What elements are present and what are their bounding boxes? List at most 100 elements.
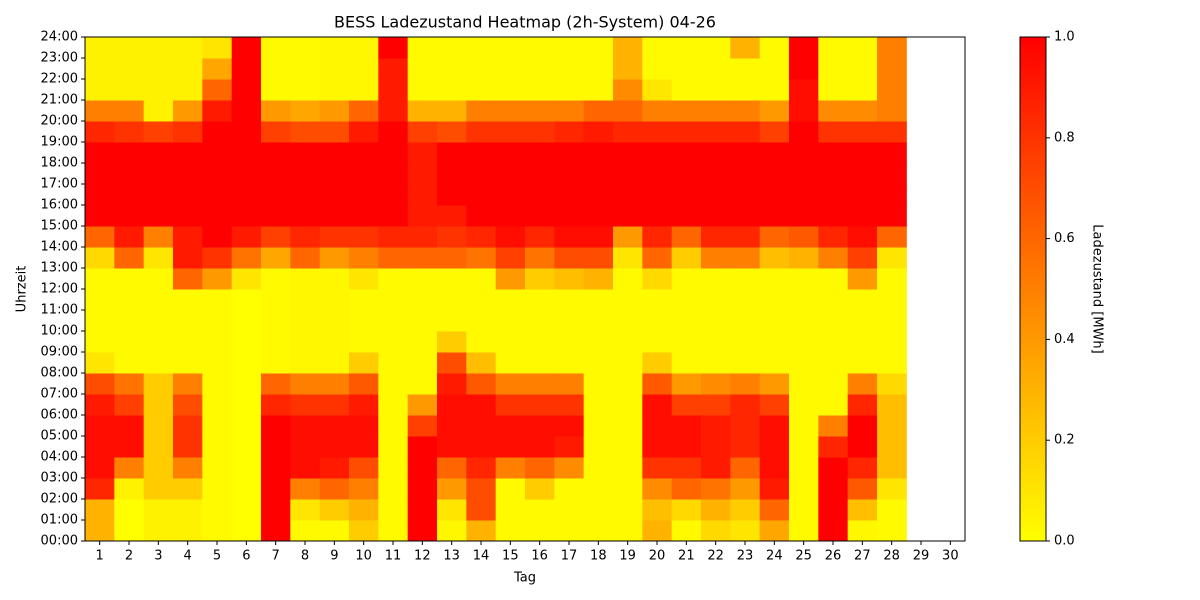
heatmap-cell: [407, 478, 438, 500]
heatmap-cell: [407, 58, 438, 80]
heatmap-cell: [349, 373, 379, 395]
heatmap-cell: [290, 37, 321, 59]
heatmap-cell: [173, 436, 203, 458]
heatmap-cell: [378, 163, 409, 185]
heatmap-cell: [789, 457, 819, 479]
heatmap-cell: [319, 247, 350, 269]
heatmap-cell: [789, 310, 819, 332]
heatmap-cell: [202, 289, 233, 311]
heatmap-cell: [671, 289, 702, 311]
x-tick-label: 23: [737, 549, 754, 564]
heatmap-cell: [319, 457, 350, 479]
heatmap-cell: [554, 352, 585, 374]
heatmap-cell: [407, 436, 438, 458]
heatmap-cell: [613, 121, 643, 143]
heatmap-cell: [378, 436, 409, 458]
heatmap-cell: [85, 79, 115, 101]
heatmap-cell: [437, 436, 467, 458]
heatmap-cell: [847, 184, 878, 206]
heatmap-cell: [847, 205, 878, 227]
heatmap-cell: [290, 310, 321, 332]
heatmap-cell: [349, 184, 379, 206]
y-tick-label: 14:00: [41, 240, 78, 255]
heatmap-cell: [789, 478, 819, 500]
heatmap-cell: [437, 142, 467, 164]
heatmap-cell: [319, 352, 350, 374]
heatmap-cell: [818, 331, 849, 353]
heatmap-cell: [466, 163, 497, 185]
heatmap-cell: [378, 37, 409, 59]
heatmap-cell: [437, 394, 467, 416]
heatmap-cell: [319, 373, 350, 395]
heatmap-cell: [701, 499, 731, 521]
heatmap-cell: [85, 289, 115, 311]
heatmap-cell: [847, 142, 878, 164]
x-tick-label: 11: [385, 549, 402, 564]
heatmap-cell: [642, 37, 673, 59]
heatmap-cell: [877, 100, 907, 122]
heatmap-cell: [495, 247, 526, 269]
heatmap-cell: [701, 457, 731, 479]
heatmap-cell: [437, 121, 467, 143]
heatmap-cell: [143, 268, 174, 290]
heatmap-cell: [319, 142, 350, 164]
heatmap-cell: [349, 268, 379, 290]
x-tick-label: 4: [184, 549, 192, 564]
heatmap-cell: [671, 436, 702, 458]
heatmap-cell: [349, 163, 379, 185]
heatmap-cell: [613, 310, 643, 332]
heatmap-cell: [319, 79, 350, 101]
heatmap-cell: [290, 352, 321, 374]
heatmap-cell: [877, 226, 907, 248]
heatmap-cell: [407, 268, 438, 290]
heatmap-cell: [701, 247, 731, 269]
heatmap-cell: [613, 163, 643, 185]
heatmap-cell: [290, 268, 321, 290]
heatmap-cell: [671, 58, 702, 80]
heatmap-cell: [143, 226, 174, 248]
heatmap-cell: [818, 142, 849, 164]
x-tick-label: 21: [678, 549, 695, 564]
heatmap-cell: [407, 310, 438, 332]
heatmap-cell: [730, 205, 761, 227]
heatmap-cell: [495, 163, 526, 185]
heatmap-cell: [730, 520, 761, 542]
heatmap-cell: [85, 457, 115, 479]
heatmap-cell: [85, 58, 115, 80]
heatmap-cell: [613, 100, 643, 122]
x-tick-label: 20: [649, 549, 666, 564]
y-tick-label: 00:00: [41, 534, 78, 549]
heatmap-cell: [701, 415, 731, 437]
heatmap-cell: [730, 310, 761, 332]
heatmap-cell: [759, 247, 790, 269]
heatmap-cell: [173, 142, 203, 164]
heatmap-cell: [143, 289, 174, 311]
y-tick-label: 18:00: [41, 156, 78, 171]
heatmap-cell: [613, 331, 643, 353]
heatmap-cell: [495, 520, 526, 542]
heatmap-cell: [789, 373, 819, 395]
heatmap-cell: [495, 121, 526, 143]
heatmap-cell: [85, 268, 115, 290]
heatmap-cell: [378, 415, 409, 437]
heatmap-cell: [349, 58, 379, 80]
heatmap-cell: [818, 79, 849, 101]
heatmap-cell: [407, 205, 438, 227]
heatmap-cell: [730, 289, 761, 311]
heatmap-cell: [583, 352, 614, 374]
heatmap-cell: [877, 205, 907, 227]
heatmap-cell: [495, 415, 526, 437]
heatmap-cell: [85, 205, 115, 227]
heatmap-cell: [583, 121, 614, 143]
heatmap-cell: [173, 499, 203, 521]
heatmap-cell: [437, 37, 467, 59]
y-tick-label: 03:00: [41, 471, 78, 486]
heatmap-cell: [554, 58, 585, 80]
heatmap-cell: [466, 268, 497, 290]
heatmap-cell: [671, 373, 702, 395]
y-tick-label: 04:00: [41, 450, 78, 465]
heatmap-cell: [349, 352, 379, 374]
heatmap-cell: [231, 142, 262, 164]
heatmap-cell: [349, 289, 379, 311]
heatmap-cell: [173, 247, 203, 269]
